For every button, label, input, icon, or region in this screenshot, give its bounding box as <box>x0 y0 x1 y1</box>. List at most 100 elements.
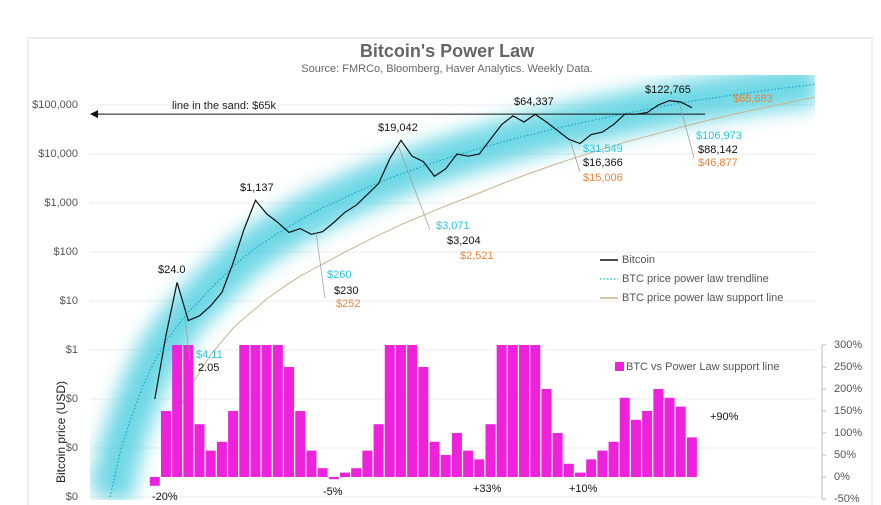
chart-title: Bitcoin's Power Law <box>360 41 535 61</box>
bar <box>563 463 574 477</box>
annotation: $46,877 <box>698 157 738 169</box>
legend-label: BTC vs Power Law support line <box>626 361 779 373</box>
y-tick-label: $0 <box>66 393 78 405</box>
bar <box>295 411 306 477</box>
bar <box>160 411 171 477</box>
bar <box>228 411 239 477</box>
bar <box>586 459 597 477</box>
bar <box>474 459 485 477</box>
bar <box>597 450 608 477</box>
bar <box>653 389 664 477</box>
annotation: +10% <box>569 483 598 495</box>
trend-line <box>109 83 815 498</box>
annotation: $4.11 <box>196 349 223 361</box>
leader-lines <box>184 104 695 361</box>
annotation: $64,337 <box>514 96 554 108</box>
y-tick-label: $1 <box>66 344 78 356</box>
bar <box>172 345 183 477</box>
bar <box>216 441 227 477</box>
y-tick-label: $10,000 <box>38 148 78 160</box>
bar <box>351 468 362 477</box>
annotation: $24.0 <box>158 264 186 276</box>
legend-label: BTC price power law trendline <box>622 273 769 285</box>
y-tick-label: $1,000 <box>44 197 78 209</box>
annotation: $88,142 <box>698 144 738 156</box>
annotation: $122,765 <box>645 84 691 96</box>
annotation: $252 <box>336 298 360 310</box>
annotation: $2,521 <box>460 250 494 262</box>
bar <box>463 450 474 477</box>
y-tick-label: $0 <box>66 442 78 454</box>
bar <box>261 345 272 477</box>
bar <box>284 367 295 477</box>
annotation: $106,973 <box>696 130 742 142</box>
bar <box>440 455 451 477</box>
bar <box>619 397 630 477</box>
bar <box>194 424 205 477</box>
y2-tick-label: 200% <box>834 383 862 395</box>
legend-label: BTC price power law support line <box>622 292 783 304</box>
annotations: $24.0 $1,137 $19,042 $64,337 $122,765 $6… <box>152 84 773 503</box>
bar <box>272 345 283 477</box>
bar <box>328 477 339 480</box>
bar <box>451 433 462 477</box>
bar <box>395 345 406 477</box>
annotation: +33% <box>473 483 502 495</box>
bar <box>373 424 384 477</box>
bar <box>485 424 496 477</box>
bar <box>429 441 440 477</box>
annotation: $19,042 <box>378 122 418 134</box>
bar <box>340 472 350 477</box>
bar <box>507 345 518 477</box>
bar <box>317 468 328 477</box>
y-tick-label: $100 <box>54 246 78 258</box>
bar <box>541 389 552 477</box>
bar <box>519 345 530 477</box>
price-line <box>176 96 815 415</box>
y-tick-label: $100,000 <box>32 99 78 111</box>
y2-tick-label: 0% <box>834 471 850 483</box>
hline-arrow <box>90 110 98 119</box>
bar <box>630 419 641 477</box>
bar <box>250 345 261 477</box>
y2-tick-label: 50% <box>834 449 856 461</box>
bar <box>608 441 619 477</box>
annotation: -20% <box>152 491 178 503</box>
y2-tick-label: 100% <box>834 427 862 439</box>
bar <box>239 345 250 477</box>
annotation: $16,366 <box>583 157 623 169</box>
annotation: $3,204 <box>447 235 481 247</box>
annotation: -5% <box>323 486 343 498</box>
bars <box>149 345 697 486</box>
annotation: 2.05 <box>198 362 219 374</box>
annotation: $1,137 <box>240 182 274 194</box>
bar <box>384 345 395 477</box>
annotation: $260 <box>327 269 351 281</box>
bar <box>496 345 507 477</box>
annotation: $65,683 <box>733 93 773 105</box>
price-line <box>154 99 693 400</box>
y2-tick-label: 300% <box>834 339 862 351</box>
bar <box>675 406 686 477</box>
chart-subtitle: Source: FMRCo, Bloomberg, Haver Analytic… <box>301 63 592 75</box>
bar <box>205 450 216 477</box>
y2-tick-label: 250% <box>834 361 862 373</box>
bar <box>306 450 317 477</box>
y2-tick-label: -50% <box>834 493 860 505</box>
legend-swatch <box>615 362 624 371</box>
hline-label: line in the sand: $65k <box>172 100 276 112</box>
bar <box>407 345 418 477</box>
bar <box>183 345 194 477</box>
y-tick-label: $10 <box>60 295 78 307</box>
y-axis-label: Bitcoin price (USD) <box>54 381 68 483</box>
annotation: $15,006 <box>583 172 623 184</box>
bar <box>149 477 160 486</box>
bar <box>530 345 541 477</box>
annotation: $3,071 <box>436 220 470 232</box>
bar <box>552 433 563 477</box>
bar <box>664 397 675 477</box>
bar <box>418 367 429 477</box>
bar <box>642 411 653 477</box>
y-tick-label: $0 <box>66 491 78 503</box>
